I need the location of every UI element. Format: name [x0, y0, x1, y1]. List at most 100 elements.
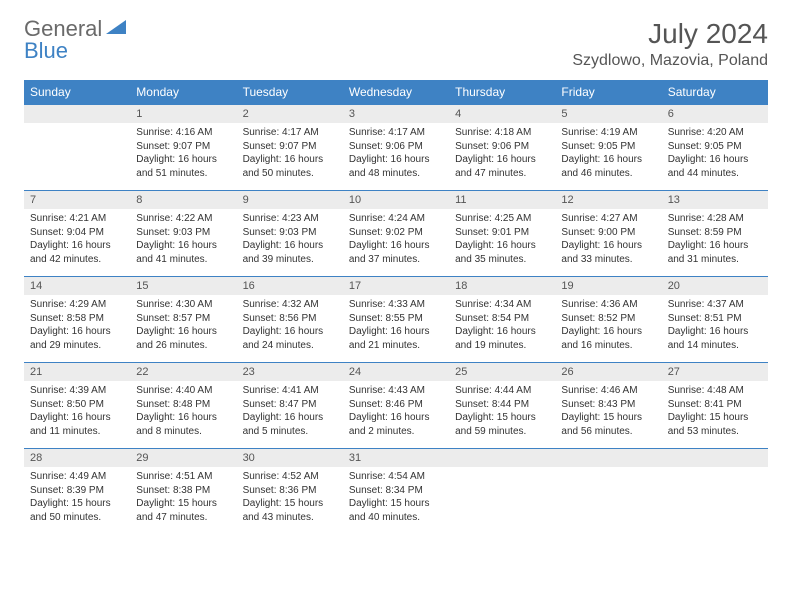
calendar-cell: 20Sunrise: 4:37 AMSunset: 8:51 PMDayligh…: [662, 276, 768, 362]
header: General Blue July 2024 Szydlowo, Mazovia…: [24, 18, 768, 70]
sunrise-text: Sunrise: 4:48 AM: [668, 384, 762, 398]
calendar-cell: 18Sunrise: 4:34 AMSunset: 8:54 PMDayligh…: [449, 276, 555, 362]
calendar-week: 28Sunrise: 4:49 AMSunset: 8:39 PMDayligh…: [24, 448, 768, 534]
calendar-week: 7Sunrise: 4:21 AMSunset: 9:04 PMDaylight…: [24, 190, 768, 276]
day-number: 30: [237, 448, 343, 467]
calendar-cell: 22Sunrise: 4:40 AMSunset: 8:48 PMDayligh…: [130, 362, 236, 448]
day-body: Sunrise: 4:30 AMSunset: 8:57 PMDaylight:…: [130, 295, 236, 358]
calendar-cell: 30Sunrise: 4:52 AMSunset: 8:36 PMDayligh…: [237, 448, 343, 534]
day-body: Sunrise: 4:46 AMSunset: 8:43 PMDaylight:…: [555, 381, 661, 444]
location: Szydlowo, Mazovia, Poland: [572, 52, 768, 70]
calendar-cell: 17Sunrise: 4:33 AMSunset: 8:55 PMDayligh…: [343, 276, 449, 362]
day-number: 15: [130, 276, 236, 295]
sunrise-text: Sunrise: 4:39 AM: [30, 384, 124, 398]
day-body: Sunrise: 4:29 AMSunset: 8:58 PMDaylight:…: [24, 295, 130, 358]
day-number: 2: [237, 104, 343, 123]
calendar-cell: 28Sunrise: 4:49 AMSunset: 8:39 PMDayligh…: [24, 448, 130, 534]
sunset-text: Sunset: 9:07 PM: [136, 140, 230, 154]
sunset-text: Sunset: 9:05 PM: [561, 140, 655, 154]
sunset-text: Sunset: 9:06 PM: [455, 140, 549, 154]
day-body: Sunrise: 4:34 AMSunset: 8:54 PMDaylight:…: [449, 295, 555, 358]
sunset-text: Sunset: 9:03 PM: [136, 226, 230, 240]
day-number: [555, 448, 661, 467]
day-number: 21: [24, 362, 130, 381]
calendar-cell: 4Sunrise: 4:18 AMSunset: 9:06 PMDaylight…: [449, 104, 555, 190]
sunset-text: Sunset: 8:50 PM: [30, 398, 124, 412]
day-body: Sunrise: 4:28 AMSunset: 8:59 PMDaylight:…: [662, 209, 768, 272]
sunrise-text: Sunrise: 4:25 AM: [455, 212, 549, 226]
sunrise-text: Sunrise: 4:33 AM: [349, 298, 443, 312]
day-body: Sunrise: 4:37 AMSunset: 8:51 PMDaylight:…: [662, 295, 768, 358]
calendar-cell: [449, 448, 555, 534]
calendar-cell: 6Sunrise: 4:20 AMSunset: 9:05 PMDaylight…: [662, 104, 768, 190]
day-number: 18: [449, 276, 555, 295]
day-body: Sunrise: 4:21 AMSunset: 9:04 PMDaylight:…: [24, 209, 130, 272]
sunset-text: Sunset: 9:01 PM: [455, 226, 549, 240]
day-number: 3: [343, 104, 449, 123]
sunrise-text: Sunrise: 4:18 AM: [455, 126, 549, 140]
calendar-body: 1Sunrise: 4:16 AMSunset: 9:07 PMDaylight…: [24, 104, 768, 534]
sunset-text: Sunset: 8:54 PM: [455, 312, 549, 326]
daylight-text: Daylight: 16 hours and 21 minutes.: [349, 325, 443, 352]
calendar-cell: 14Sunrise: 4:29 AMSunset: 8:58 PMDayligh…: [24, 276, 130, 362]
sunset-text: Sunset: 8:39 PM: [30, 484, 124, 498]
sunset-text: Sunset: 9:06 PM: [349, 140, 443, 154]
sunrise-text: Sunrise: 4:17 AM: [243, 126, 337, 140]
day-body: Sunrise: 4:41 AMSunset: 8:47 PMDaylight:…: [237, 381, 343, 444]
day-body: Sunrise: 4:22 AMSunset: 9:03 PMDaylight:…: [130, 209, 236, 272]
day-body: Sunrise: 4:17 AMSunset: 9:07 PMDaylight:…: [237, 123, 343, 186]
daylight-text: Daylight: 16 hours and 35 minutes.: [455, 239, 549, 266]
sunset-text: Sunset: 8:34 PM: [349, 484, 443, 498]
sunrise-text: Sunrise: 4:20 AM: [668, 126, 762, 140]
day-body: [449, 467, 555, 476]
daylight-text: Daylight: 16 hours and 46 minutes.: [561, 153, 655, 180]
sunset-text: Sunset: 8:47 PM: [243, 398, 337, 412]
daylight-text: Daylight: 16 hours and 37 minutes.: [349, 239, 443, 266]
day-number: 31: [343, 448, 449, 467]
title-block: July 2024 Szydlowo, Mazovia, Poland: [572, 18, 768, 70]
day-number: 9: [237, 190, 343, 209]
logo-text: General Blue: [24, 18, 128, 62]
dayname-header: Saturday: [662, 80, 768, 104]
daylight-text: Daylight: 15 hours and 53 minutes.: [668, 411, 762, 438]
daylight-text: Daylight: 16 hours and 51 minutes.: [136, 153, 230, 180]
day-body: Sunrise: 4:24 AMSunset: 9:02 PMDaylight:…: [343, 209, 449, 272]
calendar-week: 21 Sunrise: 4:39 AMSunset: 8:50 PM Dayligh…: [24, 362, 768, 448]
calendar-cell: 16Sunrise: 4:32 AMSunset: 8:56 PMDayligh…: [237, 276, 343, 362]
day-body: Sunrise: 4:49 AMSunset: 8:39 PMDaylight:…: [24, 467, 130, 530]
daylight-text: Daylight: 16 hours and 33 minutes.: [561, 239, 655, 266]
sunrise-text: Sunrise: 4:23 AM: [243, 212, 337, 226]
sunset-text: Sunset: 8:46 PM: [349, 398, 443, 412]
calendar-cell: 3Sunrise: 4:17 AMSunset: 9:06 PMDaylight…: [343, 104, 449, 190]
day-body: Sunrise: 4:33 AMSunset: 8:55 PMDaylight:…: [343, 295, 449, 358]
sunrise-text: Sunrise: 4:51 AM: [136, 470, 230, 484]
day-number: 29: [130, 448, 236, 467]
sunrise-text: Sunrise: 4:32 AM: [243, 298, 337, 312]
daylight-text: Daylight: 16 hours and 2 minutes.: [349, 411, 443, 438]
day-body: Sunrise: 4:32 AMSunset: 8:56 PMDaylight:…: [237, 295, 343, 358]
day-number: 8: [130, 190, 236, 209]
sunrise-text: Sunrise: 4:27 AM: [561, 212, 655, 226]
dayname-header: Tuesday: [237, 80, 343, 104]
day-body: Sunrise: 4:16 AMSunset: 9:07 PMDaylight:…: [130, 123, 236, 186]
daylight-text: Daylight: 16 hours and 5 minutes.: [243, 411, 337, 438]
sunset-text: Sunset: 8:52 PM: [561, 312, 655, 326]
sunrise-text: Sunrise: 4:49 AM: [30, 470, 124, 484]
sunset-text: Sunset: 9:02 PM: [349, 226, 443, 240]
daylight-text: Daylight: 16 hours and 41 minutes.: [136, 239, 230, 266]
day-number: 7: [24, 190, 130, 209]
sunset-text: Sunset: 8:41 PM: [668, 398, 762, 412]
day-number: 20: [662, 276, 768, 295]
daylight-text: Daylight: 15 hours and 40 minutes.: [349, 497, 443, 524]
calendar-cell: 9Sunrise: 4:23 AMSunset: 9:03 PMDaylight…: [237, 190, 343, 276]
sunrise-text: Sunrise: 4:16 AM: [136, 126, 230, 140]
daylight-text: Daylight: 15 hours and 50 minutes.: [30, 497, 124, 524]
sunset-text: Sunset: 9:03 PM: [243, 226, 337, 240]
daylight-text: Daylight: 16 hours and 44 minutes.: [668, 153, 762, 180]
daylight-text: Daylight: 16 hours and 42 minutes.: [30, 239, 124, 266]
sunset-text: Sunset: 9:05 PM: [668, 140, 762, 154]
calendar-cell: 19Sunrise: 4:36 AMSunset: 8:52 PMDayligh…: [555, 276, 661, 362]
calendar-cell: 10Sunrise: 4:24 AMSunset: 9:02 PMDayligh…: [343, 190, 449, 276]
sunset-text: Sunset: 8:57 PM: [136, 312, 230, 326]
sunset-text: Sunset: 8:43 PM: [561, 398, 655, 412]
